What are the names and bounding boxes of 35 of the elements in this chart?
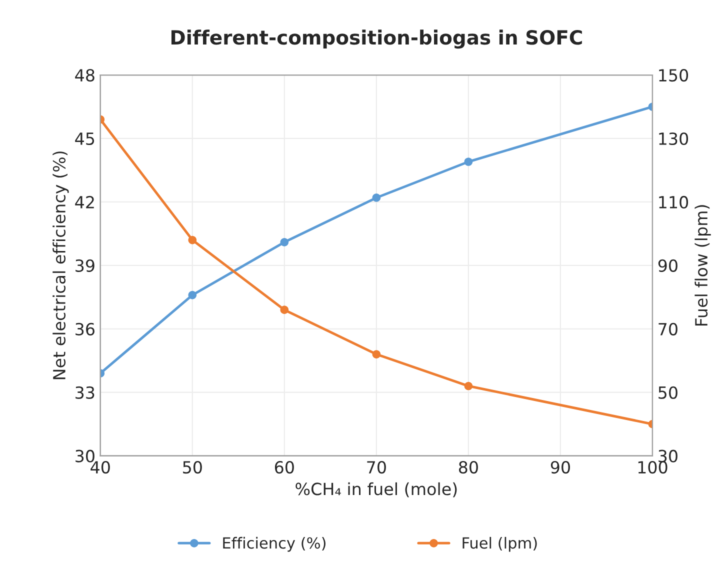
- y-tick-label: 36: [76, 322, 94, 336]
- y2-tick-label: 90: [658, 259, 678, 272]
- x-axis-title: %CH₄ in fuel (mole): [296, 482, 457, 498]
- x-tick-label: 70: [367, 460, 386, 474]
- point: [188, 236, 197, 244]
- y-tick-label: 33: [76, 386, 94, 399]
- x-tick-label: 60: [274, 460, 294, 474]
- x-tick-label: 80: [458, 460, 478, 474]
- point: [464, 382, 473, 390]
- point: [372, 194, 381, 202]
- y2-tick-label: 70: [658, 322, 678, 336]
- x-tick-label: 100: [638, 460, 668, 474]
- y2-tick-label: 130: [659, 132, 688, 146]
- y2-tick-label: 50: [658, 386, 678, 399]
- y2-axis-title: Fuel flow (lpm): [694, 205, 711, 326]
- y2-tick-label: 110: [659, 196, 688, 209]
- y-tick-label: 45: [75, 132, 94, 146]
- x-tick-label: 90: [550, 460, 570, 474]
- x-tick-label: 50: [183, 460, 202, 474]
- y-tick-label: 39: [76, 259, 94, 272]
- y-tick-label: 48: [75, 68, 94, 82]
- y-tick-label: 30: [76, 450, 94, 462]
- point: [188, 290, 197, 300]
- point: [280, 238, 289, 246]
- point: [372, 350, 381, 358]
- point: [280, 306, 289, 314]
- y2-tick-label: 30: [658, 450, 678, 462]
- chart-title: Different-composition-biogas in SOFC: [171, 30, 582, 49]
- point: [464, 158, 473, 166]
- legend-label: Fuel (lpm): [462, 536, 537, 552]
- y-tick-label: 42: [75, 196, 94, 208]
- y2-tick-label: 150: [659, 68, 688, 82]
- legend-label: Efficiency (%): [223, 536, 326, 552]
- x-tick-label: 40: [90, 460, 110, 474]
- y-axis-title: Net electrical efficiency (%): [52, 152, 69, 380]
